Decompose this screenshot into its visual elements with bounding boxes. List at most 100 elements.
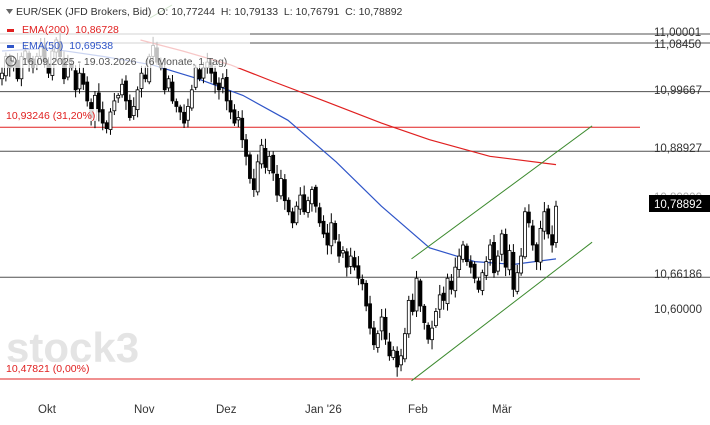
level-annotation-low: 10,47821 (0,00%) xyxy=(6,363,89,375)
candle-body xyxy=(302,194,307,213)
candle-body xyxy=(166,78,171,89)
candle-body xyxy=(379,316,384,332)
candle-body xyxy=(364,282,369,307)
candle-body xyxy=(286,199,291,213)
x-axis: Okt Nov Dez Jan '26 Feb Mär xyxy=(38,404,512,416)
clock-icon xyxy=(5,55,17,67)
candle-body xyxy=(325,232,330,246)
candle-body xyxy=(170,81,175,102)
candle-body xyxy=(189,89,194,109)
candle-body xyxy=(255,161,260,193)
candle-body xyxy=(112,100,117,112)
candle-body xyxy=(248,154,252,179)
x-tick-label: Mär xyxy=(492,404,512,416)
ema50-legend-label: EMA(50) 10,69538 xyxy=(22,40,113,52)
channel-upper-line xyxy=(411,125,593,260)
candle-body xyxy=(507,250,512,271)
candle-body xyxy=(337,241,341,257)
candle-body xyxy=(100,109,105,124)
candle-body xyxy=(360,278,365,285)
x-tick-label: Feb xyxy=(408,404,428,416)
candle-body xyxy=(96,92,101,113)
candle-body xyxy=(441,292,446,301)
candle-body xyxy=(240,117,245,141)
candle-body xyxy=(554,205,558,243)
candle-body xyxy=(127,99,132,118)
candle-body xyxy=(329,222,334,247)
candle-body xyxy=(178,106,183,113)
candle-body xyxy=(310,189,314,205)
candle-body xyxy=(437,294,442,310)
candle-body xyxy=(116,94,121,99)
candle-body xyxy=(519,255,524,274)
candle-body xyxy=(275,173,279,196)
candle-body xyxy=(228,100,233,113)
x-tick-label: Dez xyxy=(216,404,237,416)
candle-body xyxy=(484,261,489,276)
candle-body xyxy=(217,82,221,91)
ema200-legend-label: EMA(200) 10,86728 xyxy=(22,24,119,36)
candle-body xyxy=(290,211,295,224)
candle-body xyxy=(120,83,124,96)
candle-body xyxy=(530,225,535,246)
candle-body xyxy=(279,178,283,197)
candle-body xyxy=(263,148,268,168)
candle-body xyxy=(186,106,190,121)
candle-body xyxy=(406,300,411,335)
candle-body xyxy=(251,178,256,190)
symbol-ohlc-line: EUR/SEK (JFD Brokers, Bid) O: 10,77244 H… xyxy=(16,6,403,18)
candle-body xyxy=(480,272,485,291)
candle-body xyxy=(476,280,481,290)
candle-body xyxy=(550,234,555,246)
candle-body xyxy=(344,251,349,268)
candle-body xyxy=(244,139,248,157)
candle-body xyxy=(375,333,380,348)
candle-body xyxy=(201,67,206,79)
candle-body xyxy=(511,251,516,290)
candle-body xyxy=(236,117,241,121)
y-tick-label: 11,08450 xyxy=(654,39,701,51)
candle-body xyxy=(403,333,407,360)
candle-body xyxy=(104,122,109,130)
candle-body xyxy=(499,233,504,255)
y-tick-label: 10,88927 xyxy=(654,143,702,155)
period-label: 16.09.2025 - 19.03.2026 (6 Monate, 1 Tag… xyxy=(22,56,227,68)
candle-body xyxy=(81,73,86,85)
candle-body xyxy=(259,144,264,165)
candle-body xyxy=(298,194,303,210)
y-axis: 11,00001 11,08450 10,99667 10,88927 10,8… xyxy=(649,27,710,316)
channel-lower-line xyxy=(411,241,593,382)
candle-body xyxy=(139,72,144,89)
y-tick-label: 10,99667 xyxy=(654,85,702,97)
candle-body xyxy=(445,277,450,305)
collapse-arrow-icon[interactable] xyxy=(6,9,13,14)
candle-body xyxy=(135,89,140,111)
candle-body xyxy=(546,208,551,235)
candle-body xyxy=(387,341,392,357)
candle-body xyxy=(538,227,543,263)
candle-body xyxy=(213,71,217,85)
candle-body xyxy=(515,272,520,292)
candle-body xyxy=(383,316,388,340)
candle-body xyxy=(0,72,4,80)
candle-body xyxy=(306,200,310,213)
candle-body xyxy=(468,261,473,268)
candle-body xyxy=(271,154,276,174)
candle-body xyxy=(449,280,454,290)
candle-body xyxy=(372,327,376,346)
candle-body xyxy=(503,233,508,268)
candle-body xyxy=(472,263,477,279)
candle-body xyxy=(108,111,113,130)
candle-body xyxy=(410,299,415,312)
candle-body xyxy=(294,205,299,224)
candle-body xyxy=(73,70,78,91)
candle-body xyxy=(464,245,469,263)
candle-body xyxy=(333,223,338,240)
candle-body xyxy=(220,78,225,88)
y-tick-label: 10,66186 xyxy=(654,269,702,281)
candle-body xyxy=(395,350,400,368)
candle-body xyxy=(162,68,167,91)
candle-body xyxy=(461,244,465,260)
candle-body xyxy=(414,277,419,312)
